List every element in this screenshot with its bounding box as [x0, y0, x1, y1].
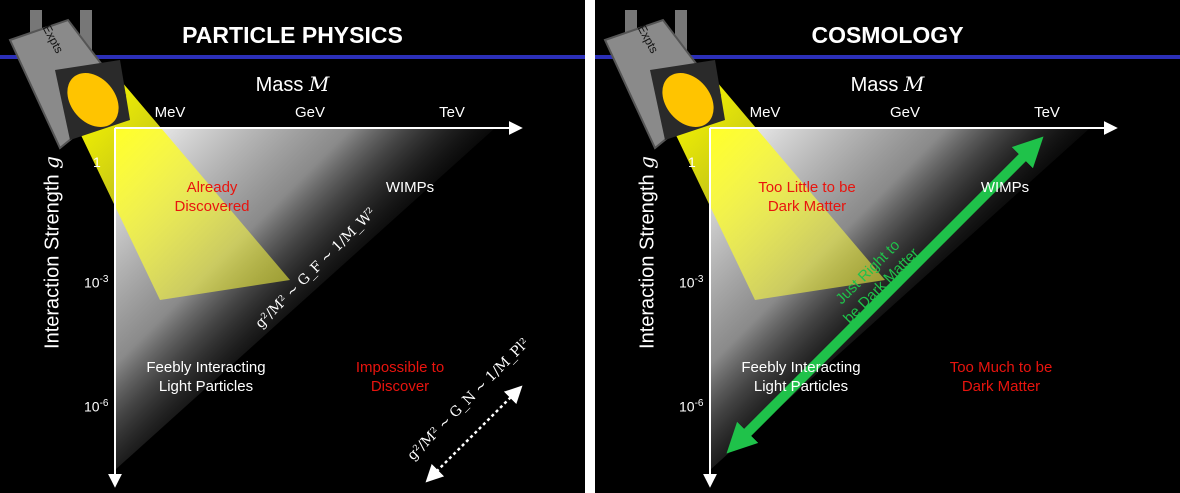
- interaction-label-text: Interaction Strength: [41, 168, 64, 349]
- mass-label-text: Mass: [255, 74, 309, 96]
- region-too-little: Too Little to be Dark Matter: [758, 178, 856, 216]
- ytick-milli: 10-3: [84, 274, 108, 291]
- spotlight-lamp: [8, 10, 130, 150]
- mass-label-text: Mass: [850, 74, 904, 96]
- region-line: Feebly Interacting: [741, 359, 861, 376]
- region-too-much: Too Much to be Dark Matter: [950, 358, 1053, 396]
- region-wimps: WIMPs: [980, 179, 1030, 196]
- interaction-label-text: Interaction Strength: [636, 168, 659, 349]
- ytick-one: 1: [688, 154, 696, 170]
- title-bar-line: [595, 55, 1180, 59]
- mass-label-var: M: [903, 72, 925, 96]
- region-line: Too Much to be: [949, 359, 1053, 376]
- tick-gev: GeV: [294, 104, 326, 121]
- region-line: Already: [186, 179, 238, 196]
- tick-tev: TeV: [439, 104, 465, 121]
- ytick-micro-base: 10: [679, 398, 695, 415]
- ytick-milli: 10-3: [679, 274, 703, 291]
- region-line: Discover: [370, 378, 430, 395]
- interaction-axis-label: Interaction Strength g: [635, 143, 660, 363]
- ytick-one: 1: [93, 154, 101, 170]
- title-bar-line: [0, 55, 585, 59]
- tick-tev: TeV: [1034, 104, 1060, 121]
- interaction-label-var: g: [634, 156, 659, 169]
- region-wimps: WIMPs: [385, 179, 435, 196]
- gravity-line: [425, 385, 523, 483]
- ytick-micro: 10-6: [679, 398, 703, 415]
- spotlight-lamp: [603, 10, 725, 150]
- region-feebly-interacting: Feebly Interacting Light Particles: [146, 358, 265, 396]
- panel-title: PARTICLE PHYSICS: [182, 22, 403, 48]
- ytick-milli-base: 10: [679, 274, 695, 291]
- spotlight-beam: [68, 82, 290, 300]
- region-line: Dark Matter: [767, 198, 847, 215]
- interaction-label-var: g: [39, 156, 64, 169]
- region-line: Discovered: [174, 198, 250, 215]
- tick-gev: GeV: [889, 104, 921, 121]
- cosmology-panel: COSMOLOGY Expts Mass M MeV GeV TeV Inter…: [595, 0, 1180, 493]
- region-line: Too Little to be: [758, 179, 856, 196]
- panel-graphics: [595, 10, 1180, 488]
- panel-title: COSMOLOGY: [811, 22, 964, 48]
- region-line: Light Particles: [158, 378, 254, 395]
- tick-mev: MeV: [154, 104, 186, 121]
- ytick-milli-exp: -3: [99, 274, 109, 285]
- mass-axis-label: Mass M: [0, 72, 585, 97]
- ytick-micro-exp: -6: [694, 398, 704, 409]
- panel-graphics: [0, 10, 585, 488]
- region-line: Feebly Interacting: [146, 359, 266, 376]
- ytick-micro: 10-6: [84, 398, 108, 415]
- ytick-micro-base: 10: [84, 398, 100, 415]
- region-line: Dark Matter: [961, 378, 1041, 395]
- region-line: Impossible to: [355, 359, 445, 376]
- region-line: Light Particles: [753, 378, 849, 395]
- mass-label-var: M: [308, 72, 330, 96]
- mass-axis-label: Mass M: [595, 72, 1180, 97]
- ytick-milli-exp: -3: [694, 274, 704, 285]
- dark-matter-arrow: [726, 136, 1044, 454]
- particle-physics-panel: PARTICLE PHYSICS Expts Mass M MeV GeV Te…: [0, 0, 585, 493]
- tick-mev: MeV: [749, 104, 781, 121]
- ytick-micro-exp: -6: [99, 398, 109, 409]
- ytick-milli-base: 10: [84, 274, 100, 291]
- region-feebly-interacting: Feebly Interacting Light Particles: [741, 358, 860, 396]
- interaction-axis-label: Interaction Strength g: [40, 143, 65, 363]
- region-already-discovered: Already Discovered: [174, 178, 249, 216]
- region-impossible: Impossible to Discover: [356, 358, 444, 396]
